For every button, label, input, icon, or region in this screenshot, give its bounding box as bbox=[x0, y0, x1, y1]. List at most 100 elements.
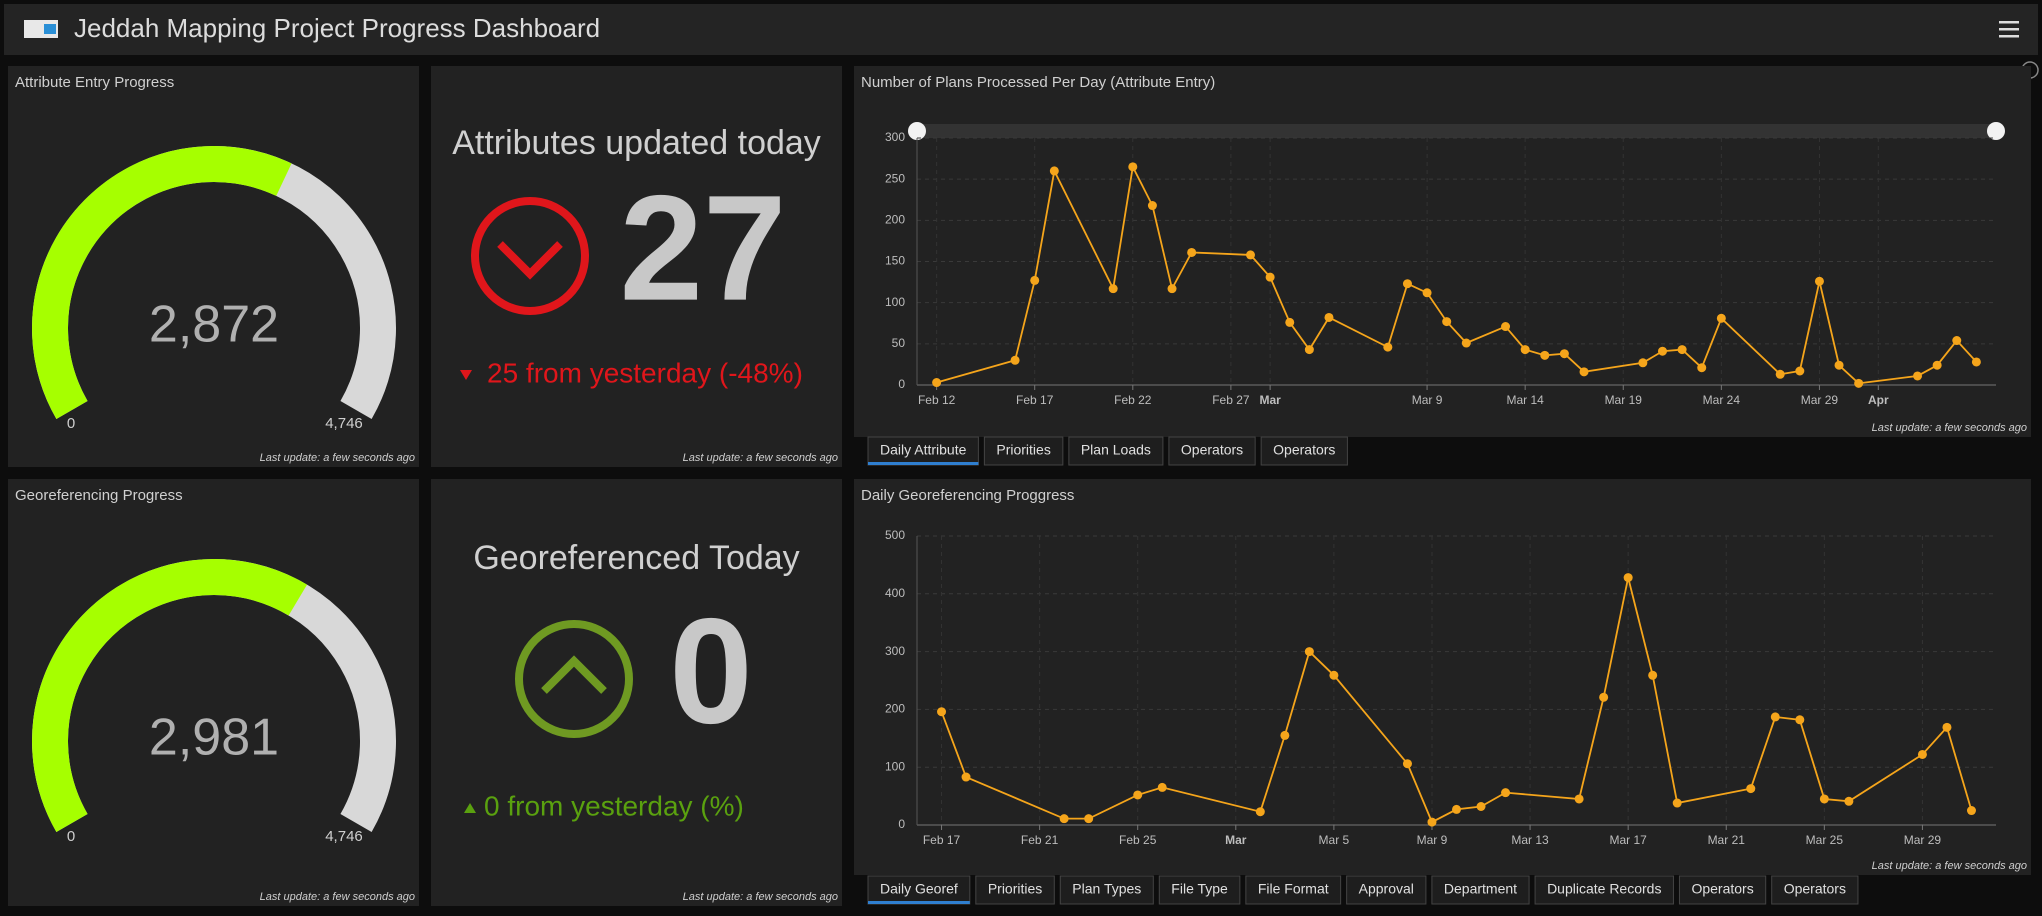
data-point[interactable] bbox=[1304, 647, 1314, 657]
tab-label[interactable]: Approval bbox=[1359, 881, 1414, 897]
tab-box[interactable] bbox=[1068, 436, 1164, 466]
tab-box[interactable] bbox=[1059, 875, 1154, 905]
data-point[interactable] bbox=[1476, 802, 1486, 812]
data-point[interactable] bbox=[1324, 312, 1334, 322]
data-point[interactable] bbox=[961, 772, 971, 782]
data-point[interactable] bbox=[1280, 730, 1290, 740]
data-point[interactable] bbox=[1167, 284, 1177, 294]
tab-label[interactable]: Operators bbox=[1181, 442, 1243, 458]
tab[interactable]: Operators bbox=[1260, 436, 1348, 466]
tab-label[interactable]: Priorities bbox=[996, 442, 1050, 458]
data-point[interactable] bbox=[1520, 345, 1530, 355]
data-point[interactable] bbox=[1623, 573, 1633, 583]
menu-line[interactable] bbox=[1999, 35, 2019, 38]
tab[interactable]: Approval bbox=[1346, 875, 1427, 905]
tab-box[interactable] bbox=[1431, 875, 1530, 905]
data-point[interactable] bbox=[1942, 722, 1952, 732]
tab[interactable]: Operators bbox=[1678, 875, 1767, 905]
data-point[interactable] bbox=[1084, 814, 1094, 824]
tab-label[interactable]: File Type bbox=[1171, 881, 1228, 897]
tab[interactable]: Plan Types bbox=[1059, 875, 1154, 905]
tab-label[interactable]: Department bbox=[1444, 881, 1517, 897]
data-point[interactable] bbox=[1697, 363, 1707, 373]
data-point[interactable] bbox=[1795, 366, 1805, 376]
data-point[interactable] bbox=[1819, 794, 1829, 804]
data-point[interactable] bbox=[1128, 162, 1138, 172]
tab-box[interactable] bbox=[983, 436, 1064, 466]
tab-label[interactable]: Plan Loads bbox=[1081, 442, 1151, 458]
data-point[interactable] bbox=[1157, 782, 1167, 792]
tab[interactable]: Daily Georef bbox=[867, 875, 971, 905]
data-point[interactable] bbox=[1966, 806, 1976, 816]
data-point[interactable] bbox=[1540, 350, 1550, 360]
data-point[interactable] bbox=[1030, 275, 1040, 285]
data-point[interactable] bbox=[1147, 201, 1157, 211]
data-point[interactable] bbox=[1913, 371, 1923, 381]
tab[interactable]: Priorities bbox=[983, 436, 1064, 466]
data-point[interactable] bbox=[1108, 284, 1118, 294]
data-point[interactable] bbox=[1814, 276, 1824, 286]
data-point[interactable] bbox=[1285, 317, 1295, 327]
data-point[interactable] bbox=[1677, 345, 1687, 355]
slider-handle[interactable] bbox=[1987, 122, 2005, 140]
data-point[interactable] bbox=[1917, 749, 1927, 759]
data-point[interactable] bbox=[1834, 360, 1844, 370]
slider-handle[interactable] bbox=[908, 122, 926, 140]
tab-label[interactable]: Operators bbox=[1784, 881, 1846, 897]
tab[interactable]: Duplicate Records bbox=[1534, 875, 1674, 905]
tab[interactable]: Priorities bbox=[975, 875, 1055, 905]
data-point[interactable] bbox=[1599, 692, 1609, 702]
data-point[interactable] bbox=[1795, 715, 1805, 725]
tab-box[interactable] bbox=[1678, 875, 1767, 905]
data-point[interactable] bbox=[1049, 166, 1059, 176]
data-point[interactable] bbox=[1329, 670, 1339, 680]
tab-label[interactable]: Operators bbox=[1273, 442, 1335, 458]
tab-box[interactable] bbox=[1245, 875, 1342, 905]
data-point[interactable] bbox=[1770, 712, 1780, 722]
tab-label[interactable]: File Format bbox=[1258, 881, 1329, 897]
data-point[interactable] bbox=[1971, 357, 1981, 367]
data-point[interactable] bbox=[1442, 317, 1452, 327]
data-point[interactable] bbox=[1844, 796, 1854, 806]
tab-active-indicator[interactable] bbox=[868, 901, 970, 904]
data-point[interactable] bbox=[1932, 360, 1942, 370]
data-point[interactable] bbox=[1059, 814, 1069, 824]
tab-box[interactable] bbox=[1771, 875, 1859, 905]
data-point[interactable] bbox=[1402, 279, 1412, 289]
data-point[interactable] bbox=[1246, 250, 1256, 260]
data-point[interactable] bbox=[1716, 313, 1726, 323]
tab[interactable]: File Format bbox=[1245, 875, 1342, 905]
tab[interactable]: Department bbox=[1431, 875, 1530, 905]
tab[interactable]: Operators bbox=[1168, 436, 1256, 466]
data-point[interactable] bbox=[1452, 804, 1461, 814]
data-point[interactable] bbox=[1559, 349, 1569, 359]
data-point[interactable] bbox=[1638, 358, 1648, 368]
data-point[interactable] bbox=[1854, 378, 1864, 388]
tab-box[interactable] bbox=[1534, 875, 1674, 905]
data-point[interactable] bbox=[1187, 247, 1197, 257]
data-point[interactable] bbox=[1304, 345, 1314, 355]
data-point[interactable] bbox=[1501, 788, 1511, 798]
data-point[interactable] bbox=[1501, 322, 1511, 332]
tab-label[interactable]: Priorities bbox=[988, 881, 1042, 897]
tab-box[interactable] bbox=[1168, 436, 1256, 466]
tab-box[interactable] bbox=[1158, 875, 1241, 905]
data-point[interactable] bbox=[1010, 355, 1020, 365]
data-point[interactable] bbox=[1775, 369, 1785, 379]
menu-icon[interactable] bbox=[1999, 21, 2019, 38]
data-point[interactable] bbox=[1402, 759, 1412, 769]
tab[interactable]: Plan Loads bbox=[1068, 436, 1164, 466]
tab-label[interactable]: Daily Attribute bbox=[880, 442, 967, 458]
data-point[interactable] bbox=[932, 378, 942, 388]
tab-label[interactable]: Operators bbox=[1691, 881, 1753, 897]
data-point[interactable] bbox=[1383, 342, 1393, 352]
data-point[interactable] bbox=[1265, 272, 1275, 282]
data-point[interactable] bbox=[1648, 670, 1658, 680]
tab[interactable]: File Type bbox=[1158, 875, 1241, 905]
data-point[interactable] bbox=[1422, 288, 1432, 298]
data-point[interactable] bbox=[1461, 338, 1471, 348]
menu-line[interactable] bbox=[1999, 28, 2019, 31]
tab-box[interactable] bbox=[975, 875, 1055, 905]
tab-active-indicator[interactable] bbox=[868, 462, 979, 465]
menu-line[interactable] bbox=[1999, 21, 2019, 24]
